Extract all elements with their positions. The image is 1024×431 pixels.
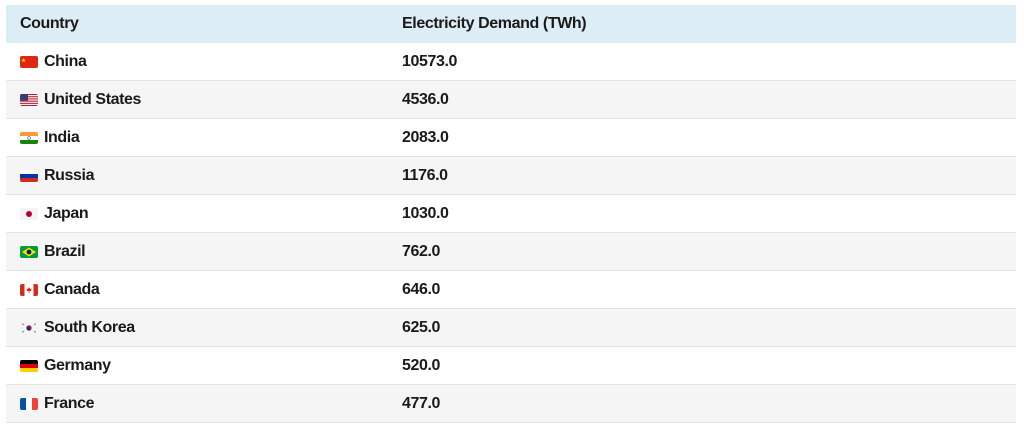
demand-value: 520.0 xyxy=(402,356,441,374)
table-row: India 2083.0 xyxy=(6,119,1016,157)
country-cell: Canada xyxy=(6,281,402,299)
country-name: Germany xyxy=(44,356,111,374)
country-name: United States xyxy=(44,90,142,108)
demand-value: 646.0 xyxy=(402,280,441,298)
france-flag-icon xyxy=(20,397,38,410)
demand-value: 10573.0 xyxy=(402,52,458,70)
column-header-demand[interactable]: Electricity Demand (TWh) xyxy=(402,15,587,32)
brazil-flag-icon xyxy=(20,245,38,258)
china-flag-icon xyxy=(20,55,38,68)
table-row: South Korea 625.0 xyxy=(6,309,1016,347)
electricity-demand-table: Country Electricity Demand (TWh) China 1… xyxy=(6,5,1016,423)
country-name: China xyxy=(44,52,87,70)
table-row: Canada 646.0 xyxy=(6,271,1016,309)
country-name: France xyxy=(44,394,95,412)
demand-value: 1030.0 xyxy=(402,204,449,222)
table-row: United States 4536.0 xyxy=(6,81,1016,119)
country-cell: Russia xyxy=(6,167,402,185)
table-row: France 477.0 xyxy=(6,385,1016,423)
japan-flag-icon xyxy=(20,207,38,220)
table-row: Brazil 762.0 xyxy=(6,233,1016,271)
country-cell: Brazil xyxy=(6,243,402,261)
india-flag-icon xyxy=(20,131,38,144)
russia-flag-icon xyxy=(20,169,38,182)
table-row: China 10573.0 xyxy=(6,43,1016,81)
demand-value: 625.0 xyxy=(402,318,441,336)
country-name: Brazil xyxy=(44,242,86,260)
country-cell: China xyxy=(6,53,402,71)
country-cell: United States xyxy=(6,91,402,109)
table-row: Japan 1030.0 xyxy=(6,195,1016,233)
south-korea-flag-icon xyxy=(20,321,38,334)
table-row: Russia 1176.0 xyxy=(6,157,1016,195)
canada-flag-icon xyxy=(20,283,38,296)
country-cell: Germany xyxy=(6,357,402,375)
demand-value: 1176.0 xyxy=(402,166,448,184)
table-row: Germany 520.0 xyxy=(6,347,1016,385)
country-name: Canada xyxy=(44,280,100,298)
country-cell: France xyxy=(6,395,402,413)
country-cell: South Korea xyxy=(6,319,402,337)
country-cell: Japan xyxy=(6,205,402,223)
country-name: India xyxy=(44,128,80,146)
table-header: Country Electricity Demand (TWh) xyxy=(6,5,1016,43)
demand-value: 4536.0 xyxy=(402,90,449,108)
country-name: Japan xyxy=(44,204,89,222)
united-states-flag-icon xyxy=(20,93,38,106)
demand-value: 2083.0 xyxy=(402,128,449,146)
country-name: South Korea xyxy=(44,318,135,336)
country-cell: India xyxy=(6,129,402,147)
demand-value: 477.0 xyxy=(402,394,441,412)
demand-value: 762.0 xyxy=(402,242,441,260)
column-header-country[interactable]: Country xyxy=(20,15,79,32)
country-name: Russia xyxy=(44,166,95,184)
germany-flag-icon xyxy=(20,359,38,372)
